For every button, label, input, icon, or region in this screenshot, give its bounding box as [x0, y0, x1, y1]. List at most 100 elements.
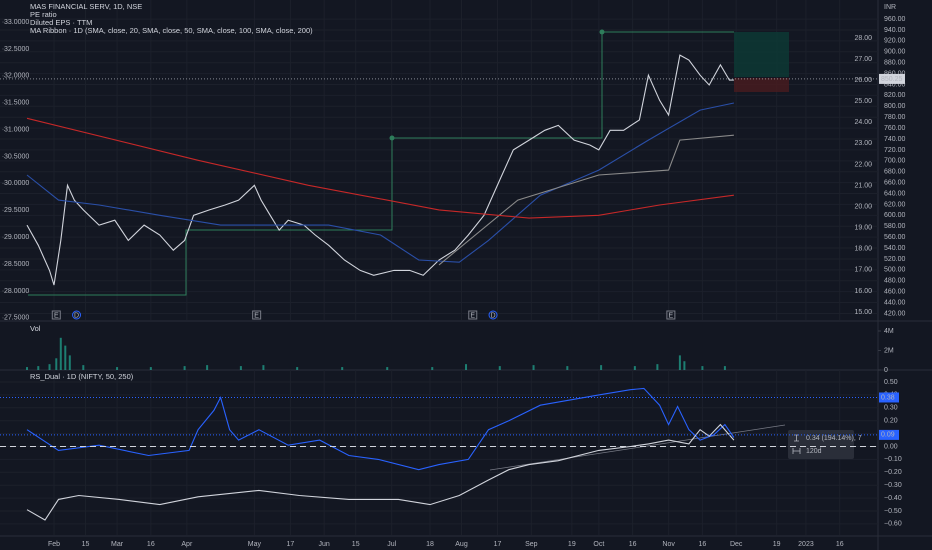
- y-tick-label: 23.00: [854, 140, 872, 147]
- volume-bar: [532, 365, 535, 370]
- y-tick-label: 800.00: [884, 103, 906, 110]
- y-tick-label: 28.5000: [4, 261, 29, 268]
- series-line: [26, 423, 735, 521]
- volume-bar: [183, 366, 186, 370]
- x-tick-label: Apr: [181, 541, 193, 548]
- y-tick-label: 940.00: [884, 27, 906, 34]
- x-tick-label: 16: [699, 541, 707, 548]
- chart-title: MAS FINANCIAL SERV, 1D, NSE: [30, 2, 142, 11]
- legend-label: MA Ribbon · 1D (SMA, close, 20, SMA, clo…: [30, 26, 313, 35]
- volume-bar: [566, 366, 569, 370]
- event-label: E: [254, 312, 259, 319]
- last-price-label: 850.25: [881, 76, 903, 83]
- target-zone: [734, 32, 789, 77]
- last-price-badge: [879, 73, 905, 84]
- y-tick-label: 16.00: [854, 288, 872, 295]
- x-tick-label: Sep: [525, 541, 538, 548]
- y-tick-label: 29.5000: [4, 207, 29, 214]
- x-tick-label: Jul: [387, 541, 396, 548]
- y-tick-label: 500.00: [884, 267, 906, 274]
- volume-bar: [116, 367, 119, 370]
- volume-bar: [498, 366, 501, 370]
- x-tick-label: May: [248, 541, 262, 548]
- tooltip-icon: [792, 434, 801, 454]
- x-tick-label: 16: [836, 541, 844, 548]
- y-tick-label: 4M: [884, 328, 894, 335]
- trend-line: [489, 424, 786, 471]
- x-tick-label: 17: [494, 541, 502, 548]
- x-tick-label: 16: [629, 541, 637, 548]
- volume-bar: [633, 366, 636, 370]
- level-badge: [879, 392, 899, 403]
- y-tick-label: 0: [884, 367, 888, 374]
- y-tick-label: 19.00: [854, 225, 872, 232]
- event-marker: [252, 310, 262, 320]
- y-tick-label: 640.00: [884, 190, 906, 197]
- series-line: [438, 134, 734, 266]
- volume-bar: [701, 366, 704, 370]
- y-tick-label: 30.5000: [4, 153, 29, 160]
- y-tick-label: 32.0000: [4, 73, 29, 80]
- y-tick-label: 0.50: [884, 379, 898, 386]
- y-tick-label: 600.00: [884, 212, 906, 219]
- event-marker: [468, 310, 478, 320]
- series-line: [26, 117, 734, 219]
- series-line: [26, 54, 734, 286]
- volume-bar: [37, 366, 40, 370]
- y-tick-label: 24.00: [854, 119, 872, 126]
- x-tick-label: 18: [426, 541, 434, 548]
- y-tick-label: 480.00: [884, 278, 906, 285]
- y-tick-label: 28.00: [854, 35, 872, 42]
- y-tick-label: 17.00: [854, 267, 872, 274]
- x-tick-label: Mar: [111, 541, 124, 548]
- volume-bar: [341, 367, 344, 370]
- y-tick-label: 560.00: [884, 234, 906, 241]
- volume-bar: [64, 345, 67, 370]
- volume-bar: [296, 367, 299, 370]
- x-tick-label: Aug: [455, 541, 468, 548]
- y-tick-label: 29.0000: [4, 234, 29, 241]
- step-point: [389, 135, 395, 141]
- y-tick-label: 840.00: [884, 81, 906, 88]
- event-label: D: [74, 312, 79, 319]
- step-line: [28, 31, 734, 296]
- y-tick-label: 21.00: [854, 182, 872, 189]
- y-tick-label: 32.5000: [4, 46, 29, 53]
- volume-bar: [678, 355, 681, 370]
- y-tick-label: 440.00: [884, 299, 906, 306]
- x-tick-label: 19: [568, 541, 576, 548]
- x-tick-label: 17: [287, 541, 295, 548]
- volume-bar: [239, 366, 242, 370]
- y-tick-label: 15.00: [854, 309, 872, 316]
- y-tick-label: 520.00: [884, 256, 906, 263]
- legend-label: PE ratio: [30, 10, 57, 19]
- volume-bar: [465, 364, 468, 370]
- volume-bar: [55, 358, 58, 370]
- y-tick-label: 28.0000: [4, 288, 29, 295]
- volume-bar: [82, 365, 85, 370]
- volume-bar: [68, 355, 71, 370]
- y-tick-label: 880.00: [884, 60, 906, 67]
- series-line: [26, 387, 735, 471]
- y-tick-label: 760.00: [884, 125, 906, 132]
- y-tick-label: −0.30: [884, 482, 902, 489]
- series-line: [26, 102, 735, 263]
- y-tick-label: 33.0000: [4, 19, 29, 26]
- stop-zone: [734, 78, 789, 92]
- y-tick-label: 920.00: [884, 38, 906, 45]
- x-tick-label: 15: [82, 541, 90, 548]
- y-tick-label: −0.50: [884, 508, 902, 515]
- y-tick-label: 820.00: [884, 92, 906, 99]
- tooltip-text: 0.34 (194.14%), 7: [806, 435, 862, 442]
- y-tick-label: −0.10: [884, 456, 902, 463]
- volume-bar: [723, 366, 726, 370]
- x-tick-label: Dec: [730, 541, 743, 548]
- y-tick-label: 660.00: [884, 179, 906, 186]
- y-tick-label: 31.0000: [4, 126, 29, 133]
- volume-bar: [431, 367, 434, 370]
- volume-bar: [149, 367, 152, 370]
- event-marker: [51, 310, 61, 320]
- step-point: [599, 29, 605, 35]
- y-tick-label: 27.5000: [4, 315, 29, 322]
